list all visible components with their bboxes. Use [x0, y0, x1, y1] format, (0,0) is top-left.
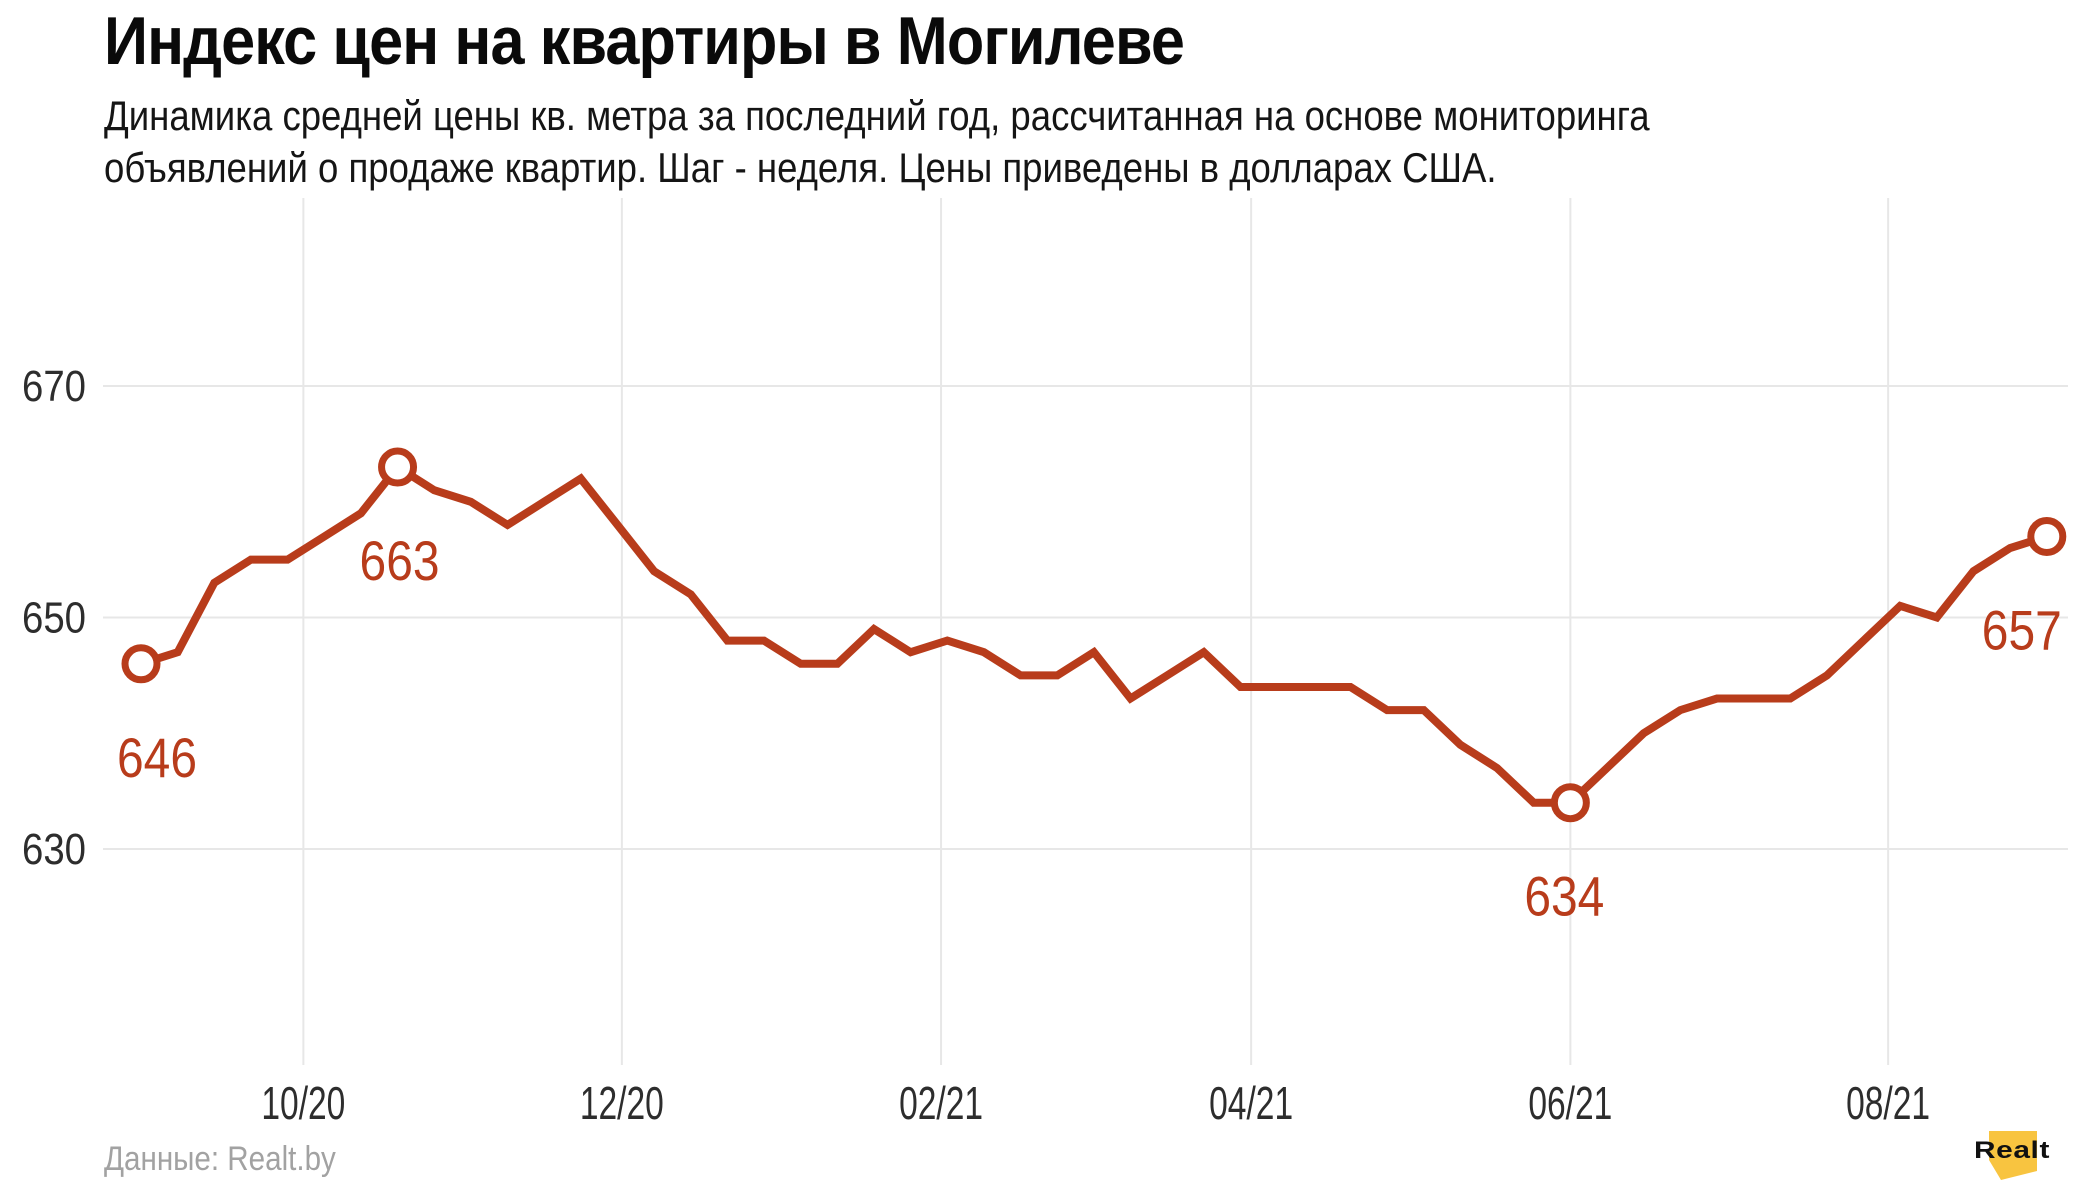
price-series: 646 663 634 657	[117, 447, 2067, 928]
logo-text: Realt	[1974, 1137, 2050, 1164]
page-subtitle-line-2: объявлений о продаже квартир. Шаг - неде…	[104, 144, 1497, 191]
x-axis-tick-label: 04/21	[1209, 1077, 1293, 1129]
y-axis-tick-label: 670	[22, 362, 86, 411]
x-axis-tick-label: 06/21	[1528, 1077, 1612, 1129]
x-axis-tick-label: 02/21	[899, 1077, 983, 1129]
data-point-marker	[2027, 516, 2067, 556]
page-title: Индекс цен на квартиры в Могилеве	[104, 3, 1185, 79]
x-axis-tick-label: 08/21	[1846, 1077, 1930, 1129]
x-axis-tick-label: 12/20	[580, 1077, 664, 1129]
gridlines	[103, 198, 2068, 1065]
data-point-marker	[1550, 783, 1590, 823]
data-point-label: 657	[1982, 598, 2062, 661]
axis-labels: 10/20 12/20 02/21 04/21 06/21 08/21 670 650 630	[22, 362, 1930, 1129]
data-source-label: Данные: Realt.by	[104, 1140, 336, 1178]
data-point-label: 663	[360, 529, 440, 592]
price-index-line	[137, 461, 2051, 807]
page-subtitle-line-1: Динамика средней цены кв. метра за после…	[104, 92, 1650, 139]
y-axis-tick-label: 630	[22, 825, 86, 874]
y-axis-tick-label: 650	[22, 594, 86, 643]
logo-bubble-shape	[1989, 1131, 2037, 1180]
data-point-label: 646	[117, 726, 197, 789]
data-point-marker	[121, 644, 161, 684]
page-subtitle: Динамика средней цены кв. метра за после…	[104, 90, 1650, 194]
x-axis-tick-label: 10/20	[261, 1077, 345, 1129]
data-point-marker	[378, 447, 418, 487]
data-point-label: 634	[1524, 865, 1604, 928]
realt-logo: Realt	[1974, 1131, 2050, 1180]
